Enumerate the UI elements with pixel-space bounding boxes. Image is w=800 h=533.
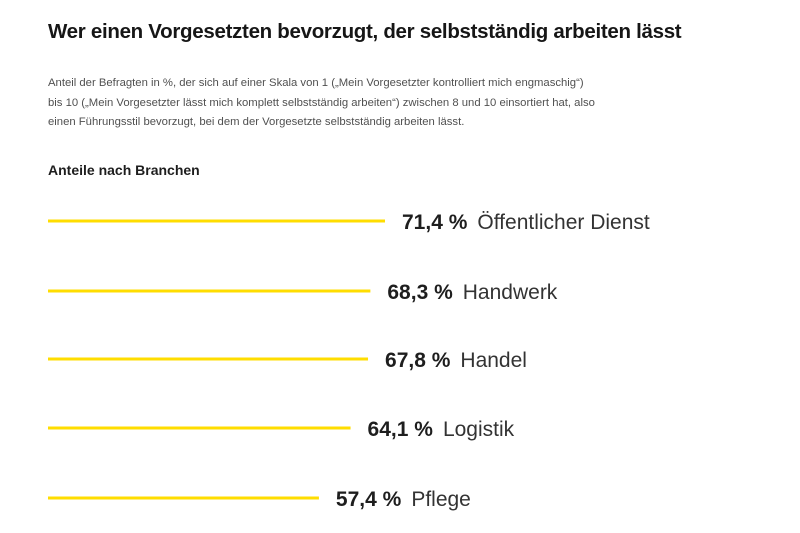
category-label: Handel <box>460 349 527 372</box>
subtitle-line: Anteil der Befragten in %, der sich auf … <box>48 77 584 89</box>
subtitle-line: bis 10 („Mein Vorgesetzter lässt mich ko… <box>48 96 595 109</box>
bar-4 <box>48 496 319 500</box>
value-label: 67,8 % <box>385 349 451 372</box>
chart-title: Wer einen Vorgesetzten bevorzugt, der se… <box>48 20 682 43</box>
chart-subtitle: Anteil der Befragten in %, der sich auf … <box>48 74 768 133</box>
bar-3 <box>48 426 351 430</box>
bar-0 <box>48 219 386 223</box>
category-label: Pflege <box>411 488 471 511</box>
category-label: Logistik <box>443 418 515 441</box>
section-label: Anteile nach Branchen <box>48 162 200 178</box>
category-label: Öffentlicher Dienst <box>477 211 650 234</box>
value-label: 57,4 % <box>336 488 402 511</box>
value-label: 68,3 % <box>387 281 453 304</box>
bar-2 <box>48 357 369 361</box>
subtitle-line: einen Führungsstil bevorzugt, bei dem de… <box>48 116 465 128</box>
value-label: 71,4 % <box>402 211 468 234</box>
bar-1 <box>48 289 371 293</box>
value-label: 64,1 % <box>368 418 434 441</box>
category-label: Handwerk <box>463 281 558 304</box>
